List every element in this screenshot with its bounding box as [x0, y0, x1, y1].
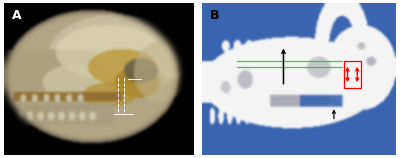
Text: A: A: [12, 9, 21, 22]
Bar: [344, 61, 361, 88]
Text: B: B: [210, 9, 219, 22]
